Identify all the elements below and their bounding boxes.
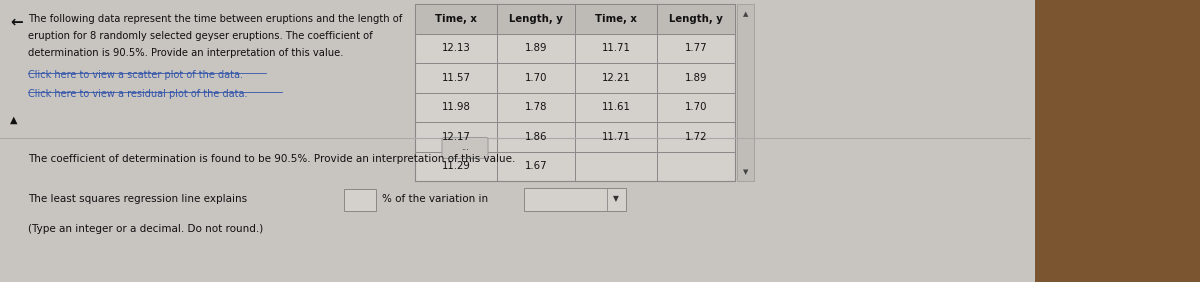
- Text: determination is 90.5%. Provide an interpretation of this value.: determination is 90.5%. Provide an inter…: [28, 48, 343, 58]
- Text: 1.72: 1.72: [685, 132, 707, 142]
- Text: The coefficient of determination is found to be 90.5%. Provide an interpretation: The coefficient of determination is foun…: [28, 154, 515, 164]
- Text: 11.29: 11.29: [442, 161, 470, 171]
- Text: 1.89: 1.89: [524, 43, 547, 53]
- Text: Time, x: Time, x: [595, 14, 637, 24]
- Text: Click here to view a residual plot of the data.: Click here to view a residual plot of th…: [28, 89, 247, 99]
- Text: eruption for 8 randomly selected geyser eruptions. The coefficient of: eruption for 8 randomly selected geyser …: [28, 31, 373, 41]
- FancyBboxPatch shape: [344, 188, 376, 210]
- Text: 1.70: 1.70: [685, 102, 707, 112]
- Text: 11.71: 11.71: [601, 43, 630, 53]
- Text: Click here to view a scatter plot of the data.: Click here to view a scatter plot of the…: [28, 70, 242, 80]
- Text: ...: ...: [461, 144, 469, 153]
- Text: Length, y: Length, y: [509, 14, 563, 24]
- FancyBboxPatch shape: [1034, 0, 1200, 282]
- Text: 1.77: 1.77: [685, 43, 707, 53]
- Text: Time, x: Time, x: [436, 14, 476, 24]
- FancyBboxPatch shape: [415, 4, 736, 181]
- Text: 1.89: 1.89: [685, 73, 707, 83]
- FancyBboxPatch shape: [442, 138, 488, 158]
- Text: The following data represent the time between eruptions and the length of: The following data represent the time be…: [28, 14, 402, 24]
- Text: ←: ←: [10, 14, 23, 29]
- Text: ▲: ▲: [743, 11, 748, 17]
- FancyBboxPatch shape: [524, 188, 626, 210]
- Text: 11.71: 11.71: [601, 132, 630, 142]
- Text: 11.61: 11.61: [601, 102, 630, 112]
- Text: ▲: ▲: [10, 115, 18, 125]
- Text: 11.57: 11.57: [442, 73, 470, 83]
- Text: 1.70: 1.70: [524, 73, 547, 83]
- Text: The least squares regression line explains: The least squares regression line explai…: [28, 194, 247, 204]
- Text: 1.67: 1.67: [524, 161, 547, 171]
- Text: % of the variation in: % of the variation in: [382, 194, 488, 204]
- Text: 12.13: 12.13: [442, 43, 470, 53]
- FancyBboxPatch shape: [737, 4, 754, 181]
- FancyBboxPatch shape: [415, 4, 736, 34]
- Text: 12.21: 12.21: [601, 73, 630, 83]
- Text: ▼: ▼: [743, 169, 748, 175]
- Text: ▼: ▼: [613, 194, 619, 203]
- Text: Length, y: Length, y: [670, 14, 722, 24]
- Text: 12.17: 12.17: [442, 132, 470, 142]
- Text: 1.78: 1.78: [524, 102, 547, 112]
- Text: 1.86: 1.86: [524, 132, 547, 142]
- Text: (Type an integer or a decimal. Do not round.): (Type an integer or a decimal. Do not ro…: [28, 224, 263, 234]
- Text: 11.98: 11.98: [442, 102, 470, 112]
